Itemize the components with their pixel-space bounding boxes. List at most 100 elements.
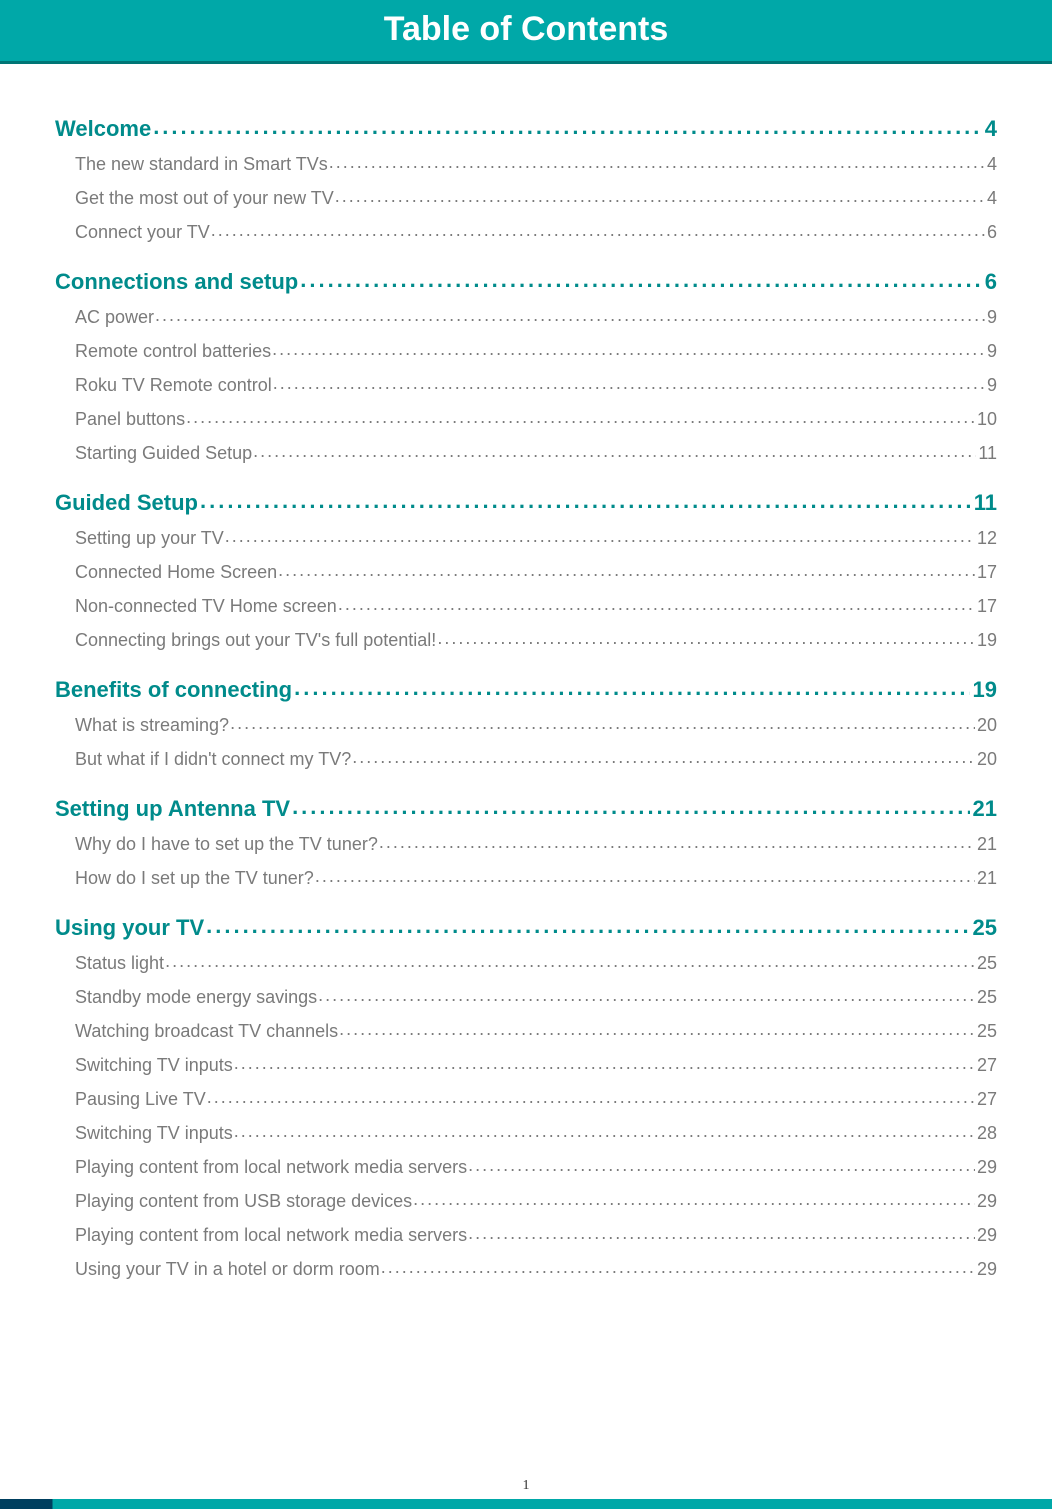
toc-sub-item[interactable]: Why do I have to set up the TV tuner? 21 [55, 832, 997, 855]
toc-sub-item[interactable]: Non-connected TV Home screen 17 [55, 594, 997, 617]
toc-leader-dots [328, 152, 985, 170]
toc-section-heading[interactable]: Using your TV 25 [55, 913, 997, 941]
toc-sub-title: But what if I didn't connect my TV? [75, 749, 351, 770]
toc-section-heading[interactable]: Setting up Antenna TV 21 [55, 794, 997, 822]
toc-leader-dots [271, 339, 985, 357]
toc-sub-title: Starting Guided Setup [75, 443, 252, 464]
toc-sub-page: 11 [978, 443, 997, 464]
toc-section-title: Guided Setup [55, 490, 198, 516]
toc-sub-item[interactable]: Using your TV in a hotel or dorm room 29 [55, 1257, 997, 1280]
toc-section-heading[interactable]: Benefits of connecting 19 [55, 675, 997, 703]
toc-sub-title: AC power [75, 307, 154, 328]
toc-sub-page: 20 [977, 749, 997, 770]
toc-leader-dots [164, 951, 975, 969]
toc-section-heading[interactable]: Welcome 4 [55, 114, 997, 142]
toc-sub-title: Setting up your TV [75, 528, 224, 549]
toc-sub-item[interactable]: Panel buttons 10 [55, 407, 997, 430]
toc-sub-title: Using your TV in a hotel or dorm room [75, 1259, 380, 1280]
toc-sub-item[interactable]: Remote control batteries 9 [55, 339, 997, 362]
toc-sub-item[interactable]: Connecting brings out your TV's full pot… [55, 628, 997, 651]
toc-leader-dots [272, 373, 985, 391]
toc-section-title: Using your TV [55, 915, 204, 941]
toc-sub-item[interactable]: What is streaming? 20 [55, 713, 997, 736]
toc-leader-dots [380, 1257, 975, 1275]
toc-leader-dots [314, 866, 975, 884]
toc-sub-title: Why do I have to set up the TV tuner? [75, 834, 378, 855]
toc-sub-title: Switching TV inputs [75, 1055, 233, 1076]
toc-section-page: 21 [973, 796, 997, 822]
page-number: 1 [0, 1473, 1052, 1499]
toc-sub-item[interactable]: Watching broadcast TV channels 25 [55, 1019, 997, 1042]
toc-sub-page: 29 [977, 1225, 997, 1246]
toc-sub-title: The new standard in Smart TVs [75, 154, 328, 175]
toc-leader-dots [467, 1155, 975, 1173]
toc-sub-item[interactable]: Connect your TV 6 [55, 220, 997, 243]
toc-sub-item[interactable]: Playing content from local network media… [55, 1155, 997, 1178]
toc-section-page: 19 [973, 677, 997, 703]
toc-leader-dots [334, 186, 985, 204]
toc-sub-item[interactable]: How do I set up the TV tuner? 21 [55, 866, 997, 889]
toc-leader-dots [317, 985, 975, 1003]
toc-sub-title: What is streaming? [75, 715, 229, 736]
toc-section: Guided Setup 11 Setting up your TV 12 Conn… [55, 488, 997, 651]
toc-sub-title: Connected Home Screen [75, 562, 277, 583]
toc-sub-item[interactable]: AC power 9 [55, 305, 997, 328]
toc-sub-page: 25 [977, 1021, 997, 1042]
toc-sub-title: Pausing Live TV [75, 1089, 206, 1110]
toc-sub-item[interactable]: Get the most out of your new TV 4 [55, 186, 997, 209]
toc-leader-dots [351, 747, 975, 765]
toc-sub-title: Playing content from USB storage devices [75, 1191, 412, 1212]
footer-bar [0, 1499, 1052, 1509]
toc-sub-title: Connecting brings out your TV's full pot… [75, 630, 436, 651]
toc-leader-dots [233, 1121, 975, 1139]
toc-sub-item[interactable]: Setting up your TV 12 [55, 526, 997, 549]
toc-sub-title: Standby mode energy savings [75, 987, 317, 1008]
toc-sub-page: 29 [977, 1157, 997, 1178]
toc-sub-title: Watching broadcast TV channels [75, 1021, 338, 1042]
toc-leader-dots [412, 1189, 975, 1207]
toc-sub-title: How do I set up the TV tuner? [75, 868, 314, 889]
page-title: Table of Contents [384, 10, 669, 48]
toc-sub-title: Playing content from local network media… [75, 1157, 467, 1178]
footer: 1 [0, 1473, 1052, 1509]
toc-section-page: 25 [973, 915, 997, 941]
toc-sub-title: Remote control batteries [75, 341, 271, 362]
toc-sub-title: Playing content from local network media… [75, 1225, 467, 1246]
toc-leader-dots [298, 267, 982, 289]
toc-sub-item[interactable]: Switching TV inputs 27 [55, 1053, 997, 1076]
toc-sub-item[interactable]: Status light 25 [55, 951, 997, 974]
toc-sub-page: 9 [987, 341, 997, 362]
toc-leader-dots [224, 526, 975, 544]
toc-sub-item[interactable]: But what if I didn't connect my TV? 20 [55, 747, 997, 770]
toc-sub-item[interactable]: The new standard in Smart TVs 4 [55, 152, 997, 175]
toc-sub-item[interactable]: Switching TV inputs 28 [55, 1121, 997, 1144]
toc-section-title: Welcome [55, 116, 151, 142]
toc-sub-page: 25 [977, 987, 997, 1008]
toc-sub-item[interactable]: Playing content from USB storage devices… [55, 1189, 997, 1212]
toc-sub-page: 29 [977, 1191, 997, 1212]
toc-sub-page: 9 [987, 307, 997, 328]
toc-content: Welcome 4 The new standard in Smart TVs 4… [0, 64, 1052, 1280]
toc-leader-dots [198, 488, 971, 510]
toc-leader-dots [185, 407, 975, 425]
toc-sub-item[interactable]: Starting Guided Setup 11 [55, 441, 997, 464]
toc-leader-dots [204, 913, 969, 935]
toc-leader-dots [378, 832, 975, 850]
toc-sub-title: Get the most out of your new TV [75, 188, 334, 209]
toc-sub-item[interactable]: Roku TV Remote control 9 [55, 373, 997, 396]
toc-sub-item[interactable]: Playing content from local network media… [55, 1223, 997, 1246]
toc-sub-item[interactable]: Connected Home Screen 17 [55, 560, 997, 583]
toc-sub-item[interactable]: Pausing Live TV 27 [55, 1087, 997, 1110]
toc-sub-title: Non-connected TV Home screen [75, 596, 337, 617]
toc-leader-dots [292, 675, 969, 697]
toc-sub-item[interactable]: Standby mode energy savings 25 [55, 985, 997, 1008]
toc-section-heading[interactable]: Guided Setup 11 [55, 488, 997, 516]
toc-sub-page: 17 [977, 562, 997, 583]
toc-section: Welcome 4 The new standard in Smart TVs 4… [55, 114, 997, 243]
toc-leader-dots [154, 305, 985, 323]
toc-section: Using your TV 25 Status light 25 Standby m… [55, 913, 997, 1280]
toc-section-heading[interactable]: Connections and setup 6 [55, 267, 997, 295]
toc-sub-title: Connect your TV [75, 222, 210, 243]
toc-section-page: 11 [974, 490, 997, 516]
toc-sub-page: 17 [977, 596, 997, 617]
